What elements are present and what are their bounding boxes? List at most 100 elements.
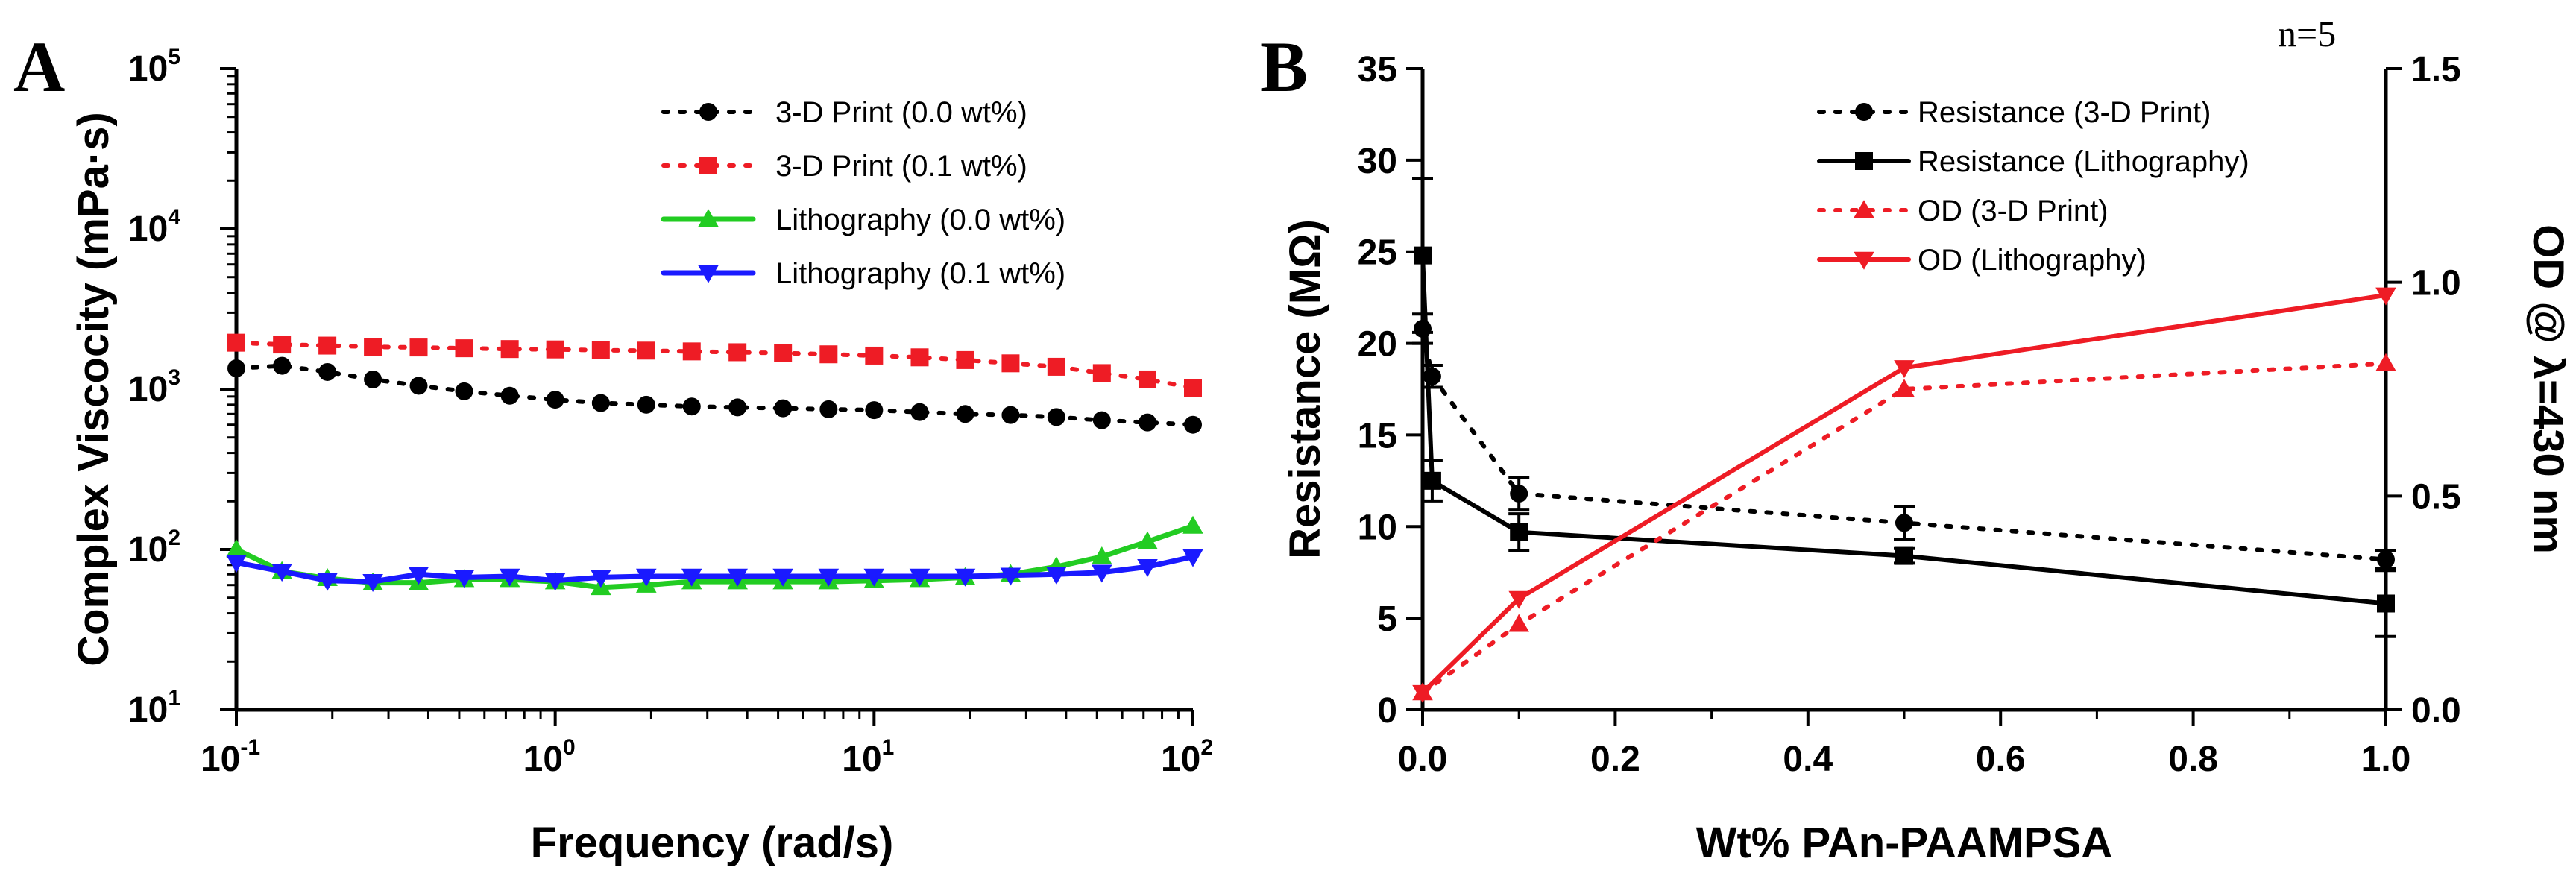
data-point [1895,514,1913,532]
chart-b-legend: Resistance (3-D Print) Resistance (Lithog… [1817,96,2249,277]
data-point [227,359,245,377]
series-lithography-0-1-wt- [226,549,1203,592]
series-line [234,363,1195,427]
y-tick-label: 15 [1358,416,1397,456]
data-point [1137,558,1158,577]
data-point [1184,415,1202,434]
data-point [637,341,655,360]
legend-label: Resistance (Lithography) [1918,145,2249,178]
legend-marker [699,103,717,121]
data-point [1412,684,1433,703]
data-point [546,391,564,409]
data-point [2375,287,2396,306]
data-point [1510,523,1528,541]
data-point [1423,471,1441,490]
x-tick-label: 102 [1161,735,1213,779]
data-point [909,568,930,587]
chart-a-legend: 3-D Print (0.0 wt%) 3-D Print (0.1 wt%) Li… [661,96,1065,290]
y-tick-label: 30 [1358,142,1397,181]
x-tick-label: 1.0 [2361,740,2411,779]
data-point [1092,546,1112,565]
y-tick-label: 105 [128,45,180,89]
data-point [681,568,702,587]
y-tick-label: 25 [1358,233,1397,273]
data-point [819,345,838,364]
x-tick-label: 10-1 [201,735,260,779]
sample-size-annotation: n=5 [2278,13,2336,54]
series-line [234,340,1195,391]
data-point [772,568,793,587]
data-point [635,568,657,587]
data-point [1137,531,1158,549]
legend-label: Resistance (3-D Print) [1918,96,2211,129]
data-point [500,340,519,359]
chart-b-x-label: Wt% PAn-PAAMPSA [1696,819,2112,867]
x-tick-label: 0.0 [1398,740,1448,779]
legend-marker [1854,251,1874,270]
data-point [1894,379,1915,397]
data-point [317,573,338,591]
series-resistance-lithography- [1412,177,2396,638]
data-point [910,348,929,367]
data-point [1046,567,1067,585]
data-point [637,395,655,414]
data-point [1047,357,1065,376]
data-point [682,342,701,361]
viscosity-chart: 101 102 103 104 105 10-1 100 101 102 Frequency (… [69,45,1213,867]
y2-tick-label: 1.0 [2411,264,2461,303]
y-tick-label: 35 [1358,50,1397,89]
data-point [273,336,292,354]
data-point [591,394,610,412]
data-point [910,403,929,421]
data-point [1001,354,1020,373]
series-resistance-3-d-print- [1412,312,2396,570]
data-point [544,573,566,591]
y-tick-label: 0 [1377,691,1397,731]
data-point [1895,546,1913,565]
data-point [1508,590,1529,609]
data-point [1001,406,1020,424]
data-point [818,568,840,587]
y2-tick-label: 1.5 [2411,50,2461,89]
series-line [1420,361,2388,696]
data-point [956,405,974,423]
data-point [1508,614,1529,632]
data-point [728,343,747,362]
data-point [1138,370,1156,388]
data-point [1510,485,1528,503]
chart-b-y-label: Resistance (MΩ) [1281,219,1329,559]
legend-marker [698,209,719,227]
x-tick-label: 0.6 [1976,740,2026,779]
data-point [682,397,701,416]
legend-marker [1854,200,1874,218]
legend-label: 3-D Print (0.1 wt%) [775,150,1027,183]
data-point [863,568,885,587]
data-point [409,377,428,395]
data-point [2377,594,2395,613]
data-point [1182,515,1203,534]
legend-label: OD (3-D Print) [1918,195,2109,227]
data-point [591,570,611,588]
data-point [2375,353,2396,371]
data-point [954,568,976,587]
data-point [727,568,748,587]
data-point [1047,408,1065,426]
data-point [1092,564,1112,583]
y-tick-label: 10 [1358,508,1397,547]
data-point [591,341,610,359]
x-tick-label: 100 [523,735,576,779]
y-tick-label: 102 [128,526,180,570]
y-tick-label: 101 [128,686,180,730]
data-point [362,573,383,592]
chart-a-x-label: Frequency (rad/s) [531,819,894,867]
panel-b-letter: B [1260,27,1308,107]
data-point [1000,567,1021,586]
data-point [455,382,473,400]
data-point [318,336,337,355]
legend-marker [699,157,717,174]
legend-label: Lithography (0.1 wt%) [775,257,1065,290]
legend-marker [1855,103,1873,121]
x-tick-label: 101 [842,735,894,779]
data-point [1138,413,1156,432]
